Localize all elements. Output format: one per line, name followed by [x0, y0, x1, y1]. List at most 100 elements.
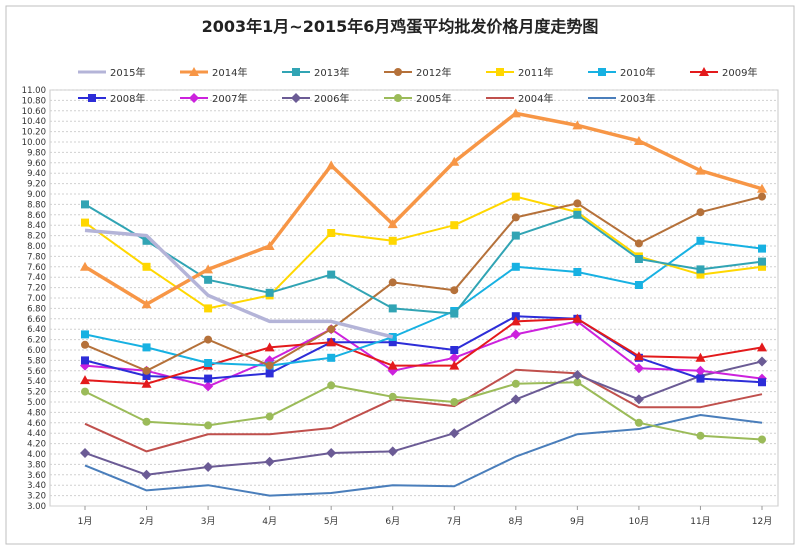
y-tick-label: 3.40 — [27, 481, 46, 491]
data-point — [388, 304, 397, 313]
data-point — [449, 428, 460, 439]
data-point — [326, 160, 337, 170]
data-point — [696, 431, 705, 440]
y-tick-label: 6.00 — [27, 346, 46, 356]
data-point — [141, 299, 152, 309]
legend-entry: 2007年 — [180, 92, 247, 105]
y-tick-label: 7.40 — [27, 273, 46, 283]
series-line — [84, 320, 763, 388]
legend-entry: 2003年 — [588, 92, 655, 105]
data-point — [572, 120, 583, 130]
data-point — [572, 369, 583, 380]
data-point — [633, 363, 644, 374]
data-point — [291, 93, 301, 103]
series-line — [84, 228, 394, 339]
legend-entry: 2013年 — [282, 66, 349, 79]
data-point — [388, 392, 397, 401]
data-point — [573, 268, 582, 276]
data-point — [511, 213, 520, 222]
data-point — [326, 337, 337, 347]
x-tick-label: 11月 — [690, 516, 710, 527]
data-point — [449, 352, 460, 363]
data-point — [394, 68, 402, 76]
data-point — [696, 208, 705, 217]
data-point — [80, 447, 90, 458]
data-point — [633, 351, 644, 361]
series-2003年 — [84, 414, 763, 497]
data-point — [204, 421, 213, 430]
legend-label: 2007年 — [212, 92, 247, 105]
y-tick-label: 5.00 — [27, 398, 46, 408]
data-point — [387, 446, 398, 457]
data-point — [326, 447, 337, 458]
x-tick-label: 12月 — [752, 516, 772, 527]
data-point — [699, 67, 709, 76]
y-tick-label: 8.80 — [27, 200, 46, 210]
series-2009年 — [80, 313, 767, 388]
series-2004年 — [84, 368, 763, 453]
data-point — [141, 378, 152, 388]
data-point — [695, 352, 706, 362]
data-point — [757, 183, 767, 193]
data-point — [758, 262, 766, 271]
data-point — [204, 374, 213, 383]
data-point — [204, 335, 213, 344]
data-point — [204, 304, 213, 313]
data-point — [388, 236, 397, 245]
data-point — [634, 418, 643, 427]
legend-label: 2010年 — [620, 66, 655, 79]
data-point — [81, 200, 89, 209]
series-line — [84, 317, 763, 385]
data-point — [388, 278, 397, 287]
y-tick-label: 3.00 — [27, 502, 46, 512]
data-point — [696, 374, 705, 383]
data-point — [696, 265, 705, 274]
data-point — [80, 261, 90, 271]
y-tick-label: 3.80 — [27, 460, 46, 470]
x-tick-label: 5月 — [324, 516, 339, 527]
legend-label: 2013年 — [314, 66, 349, 79]
data-point — [81, 340, 89, 349]
y-tick-label: 9.60 — [27, 159, 46, 169]
data-point — [203, 462, 214, 472]
data-point — [758, 244, 766, 253]
data-point — [511, 379, 520, 388]
data-point — [203, 264, 214, 274]
y-tick-label: 7.20 — [27, 284, 46, 294]
series-lines — [80, 108, 767, 497]
data-point — [573, 199, 582, 208]
y-tick-label: 9.00 — [27, 190, 46, 200]
chart-frame — [5, 5, 795, 545]
legend-entry: 2015年 — [78, 66, 145, 79]
data-point — [758, 192, 766, 201]
data-point — [572, 313, 583, 323]
x-tick-label: 10月 — [629, 516, 649, 527]
legend-label: 2009年 — [722, 66, 757, 79]
data-point — [189, 67, 199, 76]
data-point — [598, 68, 606, 76]
data-point — [758, 257, 766, 266]
data-point — [203, 381, 214, 392]
y-tick-label: 8.20 — [27, 232, 46, 242]
x-tick-label: 6月 — [385, 516, 400, 527]
legend-entry: 2004年 — [486, 92, 553, 105]
data-point — [264, 342, 275, 352]
series-line — [84, 239, 763, 367]
grid-lines — [49, 89, 779, 507]
y-tick-label: 9.80 — [27, 148, 46, 158]
y-tick-label: 7.00 — [27, 294, 46, 304]
legend-entry: 2010年 — [588, 66, 655, 79]
legend-entry: 2006年 — [282, 92, 349, 105]
legend-entry: 2012年 — [384, 66, 451, 79]
data-point — [265, 412, 274, 421]
legend-entry: 2009年 — [690, 66, 757, 79]
series-line — [84, 111, 763, 306]
y-tick-label: 5.60 — [27, 367, 46, 377]
data-point — [265, 369, 274, 378]
data-point — [695, 165, 706, 175]
data-point — [511, 312, 520, 321]
data-point — [327, 229, 336, 237]
data-point — [496, 68, 504, 76]
